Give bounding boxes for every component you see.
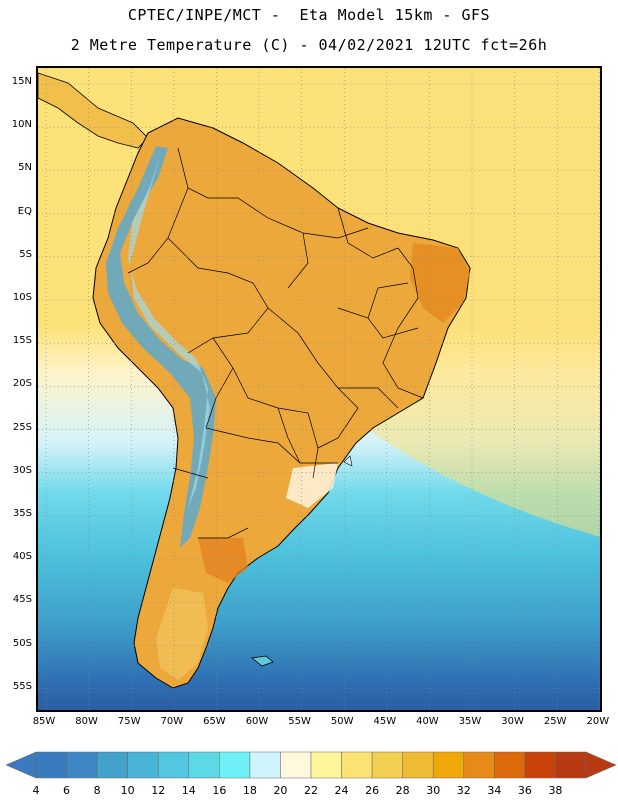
argentina-hot-zone <box>198 538 248 583</box>
color-legend <box>5 751 617 779</box>
latitude-label: 35S <box>12 508 32 519</box>
patagonia-cool-zone <box>156 588 208 680</box>
legend-label: 16 <box>212 784 227 797</box>
legend-label: 24 <box>334 784 349 797</box>
legend-swatch <box>371 751 403 779</box>
atlantic-warm-band <box>338 68 600 537</box>
legend-swatch <box>157 751 190 779</box>
longitude-label: 25W <box>543 716 567 727</box>
legend-label: 28 <box>395 784 410 797</box>
longitude-label: 85W <box>32 716 56 727</box>
latitude-label: 5S <box>19 248 32 260</box>
legend-swatch <box>280 751 312 779</box>
longitude-label: 30W <box>501 716 524 727</box>
latitude-label: 15N <box>11 76 32 87</box>
longitude-label: 40W <box>416 716 439 727</box>
legend-label: 34 <box>487 784 502 797</box>
latitude-label: 45S <box>12 594 32 606</box>
legend-swatch <box>35 751 67 779</box>
legend-swatch <box>188 751 220 779</box>
falkland-islands <box>251 655 274 667</box>
temperature-map <box>38 68 600 710</box>
legend-swatch <box>494 751 526 779</box>
latitude-label: 10S <box>12 292 32 303</box>
legend-label: 30 <box>426 784 441 797</box>
andes-cold-zone <box>106 146 216 548</box>
legend-swatch <box>524 751 556 779</box>
legend-swatch <box>402 751 434 779</box>
longitude-label: 80W <box>75 716 98 727</box>
longitude-label: 70W <box>160 716 184 727</box>
legend-label: 12 <box>151 784 166 797</box>
legend-swatch <box>463 751 495 779</box>
latitude-label: 30S <box>12 464 32 476</box>
legend-label: 8 <box>93 784 101 797</box>
latitude-label: 50S <box>12 637 32 649</box>
map-panel <box>36 66 602 712</box>
legend-label: 18 <box>242 784 257 797</box>
latitude-label: EQ <box>17 205 32 217</box>
legend-swatch <box>555 751 587 779</box>
legend-label: 26 <box>365 784 380 797</box>
legend-label: 22 <box>304 784 318 797</box>
latitude-label: 25S <box>12 421 32 433</box>
legend-label: 32 <box>456 784 471 797</box>
legend-label: 36 <box>517 784 532 797</box>
longitude-label: 45W <box>373 716 397 727</box>
legend-label: 14 <box>181 784 196 797</box>
legend-max-arrow <box>585 751 617 779</box>
latitude-label: 55S <box>12 680 32 692</box>
country-borders <box>127 147 424 539</box>
legend-swatch <box>249 751 281 779</box>
legend-label: 38 <box>548 784 563 797</box>
legend-label: 10 <box>120 784 135 797</box>
latitude-label: 20S <box>12 378 32 390</box>
legend-swatch <box>127 751 159 779</box>
central-america-land <box>38 72 149 149</box>
legend-swatch <box>432 751 465 779</box>
uruguay-cool-zone <box>286 463 338 508</box>
longitude-label: 20W <box>586 716 610 727</box>
legend-label: 6 <box>63 784 71 797</box>
longitude-label: 50W <box>330 716 354 727</box>
latitude-label: 15S <box>12 335 32 347</box>
lagoa-dos-patos <box>343 455 353 467</box>
map-subtitle: 2 Metre Temperature (C) - 04/02/2021 12U… <box>70 36 548 54</box>
legend-swatch <box>96 751 128 779</box>
legend-swatch <box>66 751 98 779</box>
longitude-label: 65W <box>203 716 226 727</box>
northeast-hot-zone <box>410 243 470 323</box>
longitude-label: 75W <box>117 716 141 727</box>
latitude-label: 5N <box>18 162 32 174</box>
legend-min-arrow <box>5 751 37 779</box>
latitude-label: 40S <box>12 551 32 563</box>
longitude-label: 60W <box>245 716 269 727</box>
map-title: CPTEC/INPE/MCT - Eta Model 15km - GFS <box>127 6 491 24</box>
longitude-label: 55W <box>288 716 311 727</box>
legend-label: 4 <box>32 784 40 797</box>
legend-label: 20 <box>273 784 288 797</box>
legend-swatch <box>310 751 342 779</box>
legend-swatch <box>219 751 251 779</box>
longitude-label: 35W <box>458 716 482 727</box>
latitude-label: 10N <box>11 119 32 131</box>
south-america-land <box>92 117 471 689</box>
legend-swatch <box>341 751 373 779</box>
